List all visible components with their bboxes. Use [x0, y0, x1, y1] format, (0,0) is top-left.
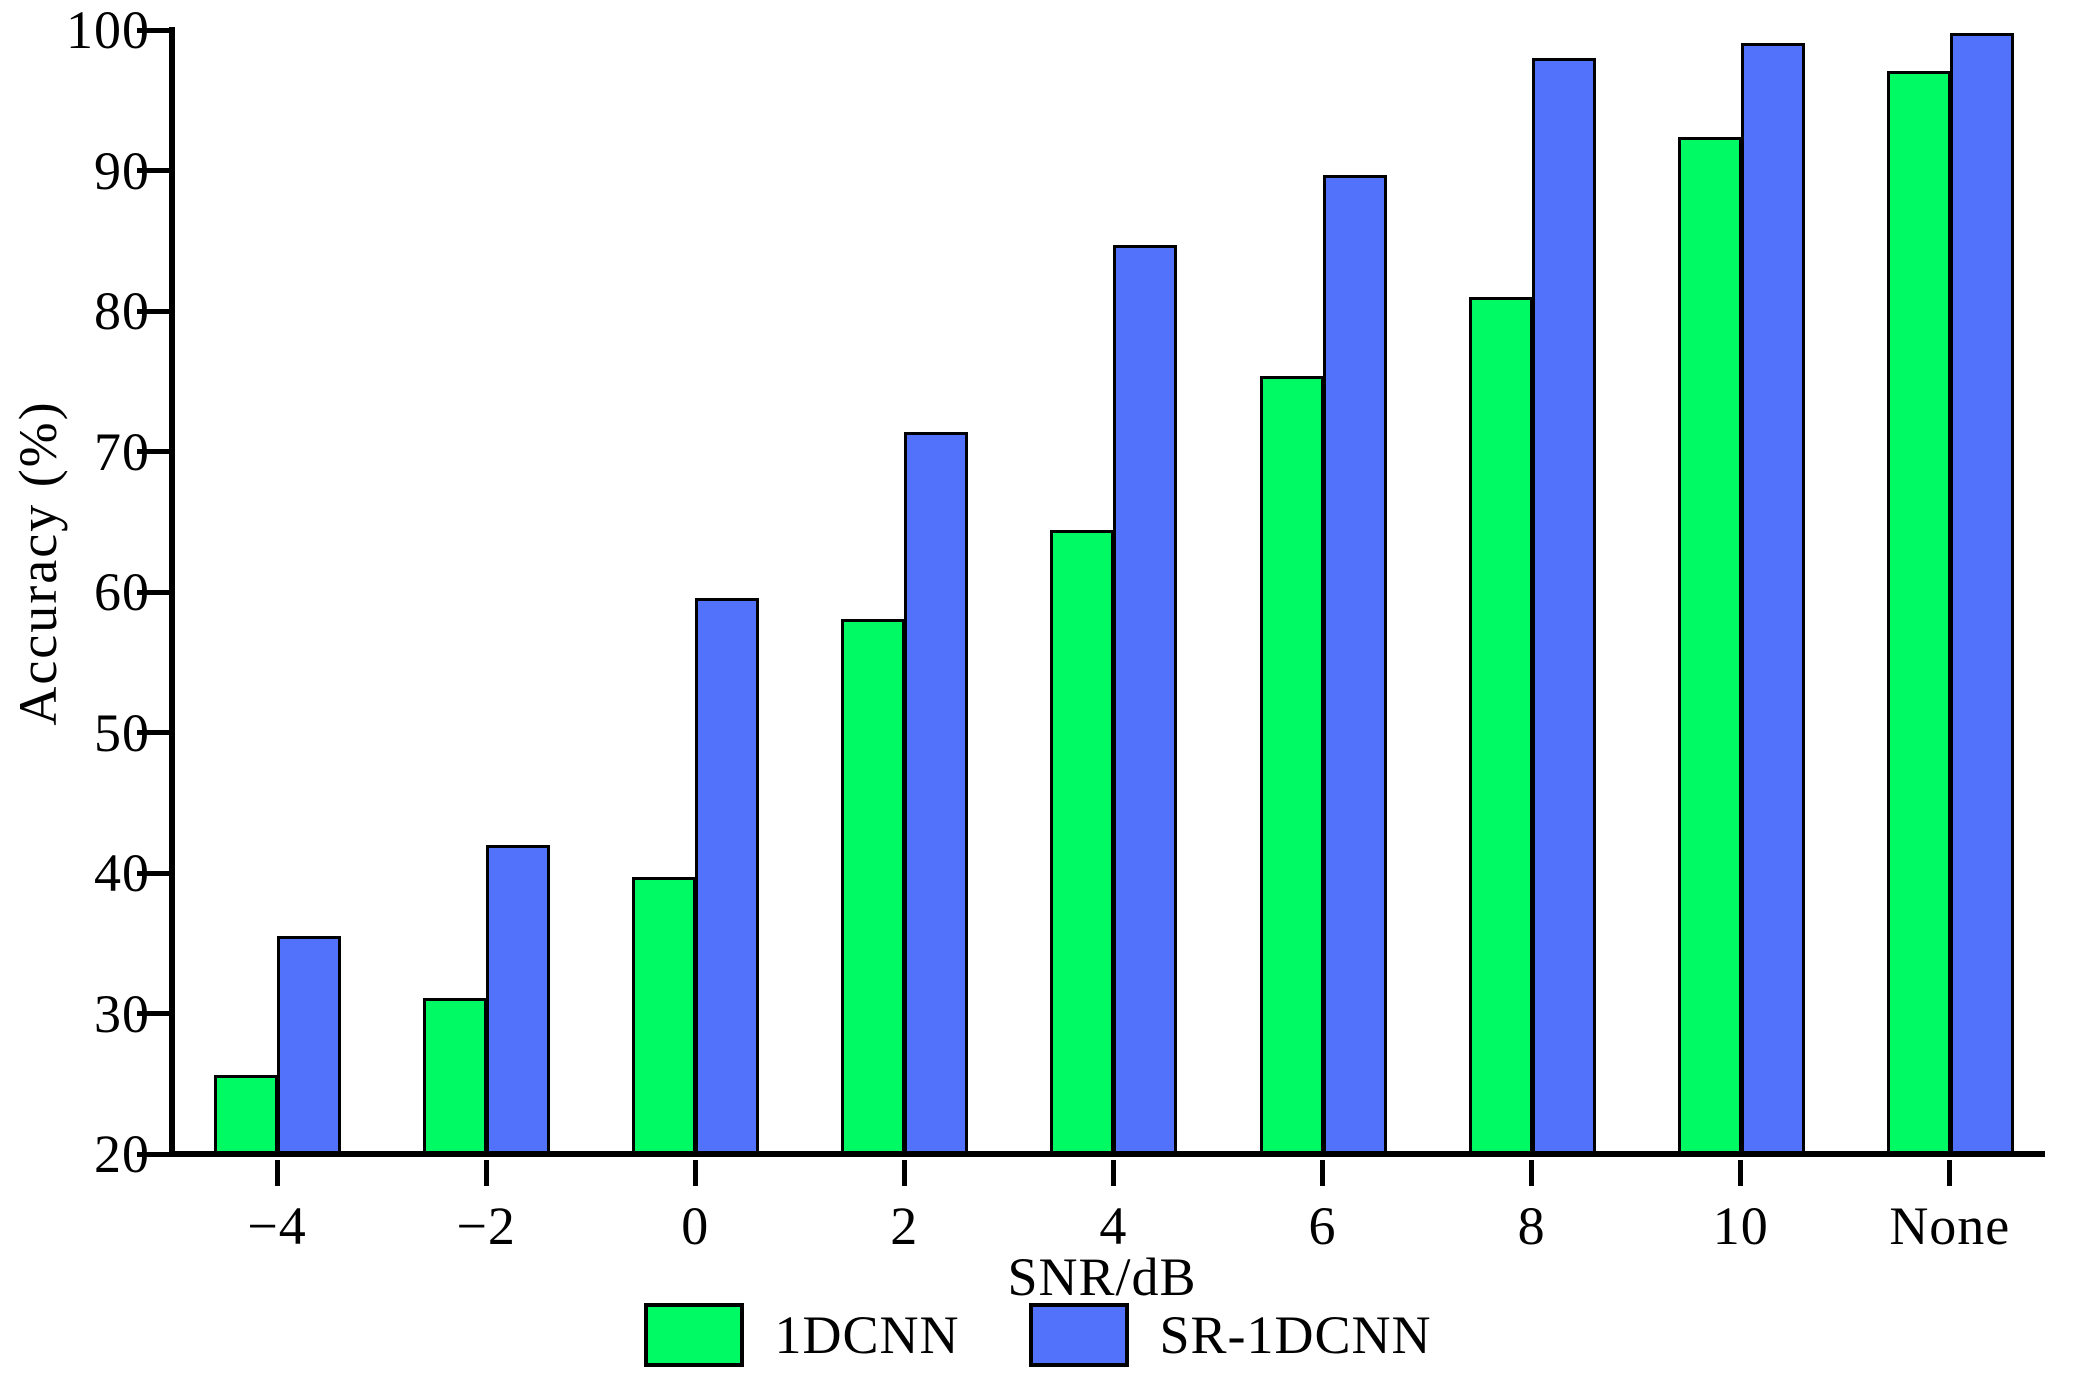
legend-item-1dcnn: 1DCNN	[644, 1300, 959, 1370]
y-tick-70	[137, 449, 172, 454]
bar-sr-1dcnn-10	[1740, 42, 1805, 1157]
legend-label-1dcnn: 1DCNN	[774, 1305, 960, 1365]
bar-sr-1dcnn-8	[1531, 58, 1596, 1157]
bar-1dcnn-None	[1886, 70, 1951, 1157]
x-axis-line	[169, 1151, 2045, 1157]
y-axis-title: Accuracy (%)	[8, 400, 68, 726]
x-tick-−4	[274, 1160, 280, 1186]
legend-item-sr-1dcnn: SR-1DCNN	[1029, 1300, 1431, 1370]
bar-1dcnn-4	[1050, 530, 1115, 1157]
x-tick-8	[1529, 1160, 1535, 1186]
y-tick-label-80: 80	[94, 281, 150, 341]
x-tick-label-10: 10	[1712, 1196, 1769, 1256]
bar-1dcnn-2	[841, 618, 906, 1157]
x-tick-label-4: 4	[1099, 1196, 1128, 1256]
bar-1dcnn-6	[1259, 375, 1324, 1157]
x-tick-label-−2: −2	[456, 1196, 516, 1256]
bar-1dcnn-0	[632, 877, 697, 1157]
y-tick-label-20: 20	[94, 1124, 150, 1184]
bar-sr-1dcnn-4	[1113, 244, 1178, 1157]
y-tick-90	[137, 168, 172, 173]
x-tick-label-−4: −4	[247, 1196, 307, 1256]
x-axis-title: SNR/dB	[1007, 1247, 1197, 1307]
y-tick-80	[137, 308, 172, 314]
legend-swatch-1dcnn	[644, 1303, 745, 1367]
bar-sr-1dcnn-0	[695, 597, 760, 1157]
x-tick-10	[1738, 1160, 1744, 1186]
y-tick-50	[137, 730, 172, 735]
y-tick-label-90: 90	[94, 140, 150, 201]
x-tick-None	[1947, 1160, 1953, 1186]
x-tick-6	[1320, 1160, 1325, 1186]
bar-sr-1dcnn-−4	[277, 936, 341, 1157]
y-tick-100	[137, 27, 172, 33]
x-tick-0	[692, 1160, 698, 1186]
x-tick-2	[901, 1160, 907, 1186]
bar-1dcnn-10	[1677, 136, 1742, 1157]
y-tick-label-40: 40	[94, 843, 150, 903]
y-tick-label-100: 100	[66, 0, 150, 60]
y-axis-line	[169, 27, 175, 1157]
bar-1dcnn-−2	[423, 998, 488, 1157]
x-tick-label-0: 0	[681, 1196, 710, 1256]
y-tick-30	[137, 1011, 172, 1016]
bar-sr-1dcnn-−2	[486, 844, 551, 1157]
x-tick-−2	[483, 1160, 489, 1186]
x-tick-4	[1110, 1160, 1116, 1186]
bar-1dcnn-−4	[214, 1075, 278, 1157]
y-tick-60	[137, 589, 172, 595]
legend-label-sr-1dcnn: SR-1DCNN	[1159, 1305, 1432, 1365]
bar-sr-1dcnn-2	[904, 431, 969, 1157]
x-tick-label-6: 6	[1308, 1196, 1337, 1256]
bar-sr-1dcnn-6	[1322, 174, 1387, 1157]
x-tick-label-None: None	[1889, 1196, 2011, 1256]
legend: 1DCNN SR-1DCNN	[0, 1300, 2076, 1370]
y-tick-40	[137, 870, 172, 876]
y-tick-label-30: 30	[94, 983, 150, 1044]
bar-1dcnn-8	[1468, 296, 1533, 1157]
x-tick-label-2: 2	[890, 1196, 919, 1256]
y-tick-20	[137, 1151, 172, 1157]
x-tick-label-8: 8	[1517, 1196, 1546, 1256]
bar-sr-1dcnn-None	[1949, 32, 2014, 1157]
legend-swatch-sr-1dcnn	[1029, 1303, 1130, 1367]
